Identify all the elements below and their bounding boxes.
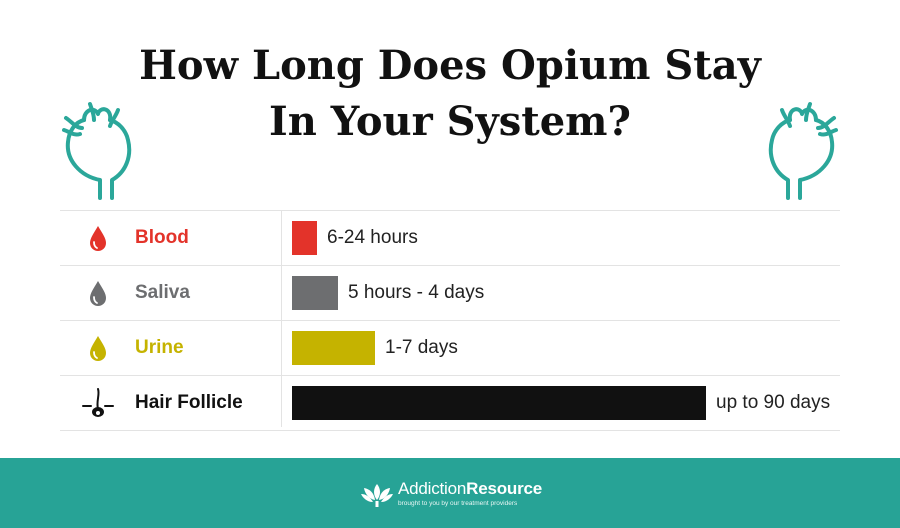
category-label: Blood xyxy=(135,227,189,248)
category-label: Saliva xyxy=(135,282,190,303)
bar-value-label: up to 90 days xyxy=(716,392,831,413)
chart-row: Urine 1-7 days xyxy=(60,320,840,375)
page-title: How Long Does Opium Stay In Your System? xyxy=(0,38,900,150)
brand-tagline: brought to you by our treatment provider… xyxy=(398,500,518,507)
blood-drop-icon xyxy=(90,226,106,251)
footer: AddictionResource brought to you by our … xyxy=(0,458,900,528)
saliva-drop-icon xyxy=(90,281,106,306)
category-label: Hair Follicle xyxy=(135,392,243,413)
column-divider xyxy=(281,210,282,427)
poppy-pod-icon xyxy=(62,102,132,200)
bar xyxy=(292,221,317,255)
brand-name-part2: Resource xyxy=(466,479,543,498)
brand-name: AddictionResource xyxy=(398,478,542,500)
category-label: Urine xyxy=(135,337,184,358)
bar-value-label: 6-24 hours xyxy=(327,227,418,248)
bar xyxy=(292,331,375,365)
title-line-1: How Long Does Opium Stay xyxy=(139,42,761,89)
bar xyxy=(292,276,338,310)
poppy-pod-icon xyxy=(768,102,838,200)
lotus-logo-icon xyxy=(361,484,393,507)
brand-name-part1: Addiction xyxy=(398,479,467,498)
title-line-2: In Your System? xyxy=(269,98,631,145)
hair-follicle-icon xyxy=(82,388,114,417)
urine-drop-icon xyxy=(90,336,106,361)
bar-value-label: 1-7 days xyxy=(385,337,458,358)
brand-logo[interactable]: AddictionResource brought to you by our … xyxy=(360,478,542,514)
chart-row: Saliva 5 hours - 4 days xyxy=(60,265,840,320)
detection-chart: Blood 6-24 hours Saliva 5 hours - 4 days Uri… xyxy=(60,210,840,431)
bar xyxy=(292,386,706,420)
bar-value-label: 5 hours - 4 days xyxy=(348,282,485,303)
chart-row: Blood 6-24 hours xyxy=(60,210,840,265)
chart-row: Hair Follicle up to 90 days xyxy=(60,375,840,431)
